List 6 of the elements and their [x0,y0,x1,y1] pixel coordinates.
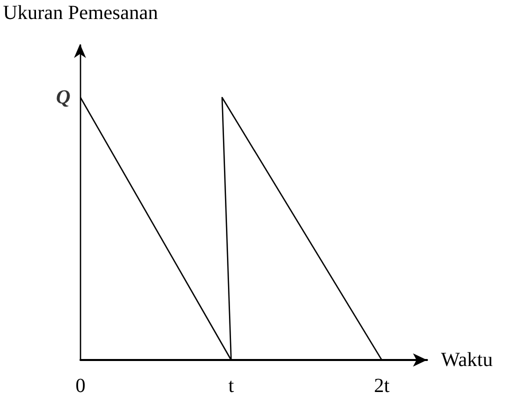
x-tick-label: t [228,375,234,397]
x-axis-title: Waktu [441,349,493,371]
x-tick-label: 2t [374,375,390,397]
x-tick-label: 0 [75,375,86,397]
y-axis-title: Ukuran Pemesanan [3,2,158,24]
annotation: Q [56,86,70,108]
